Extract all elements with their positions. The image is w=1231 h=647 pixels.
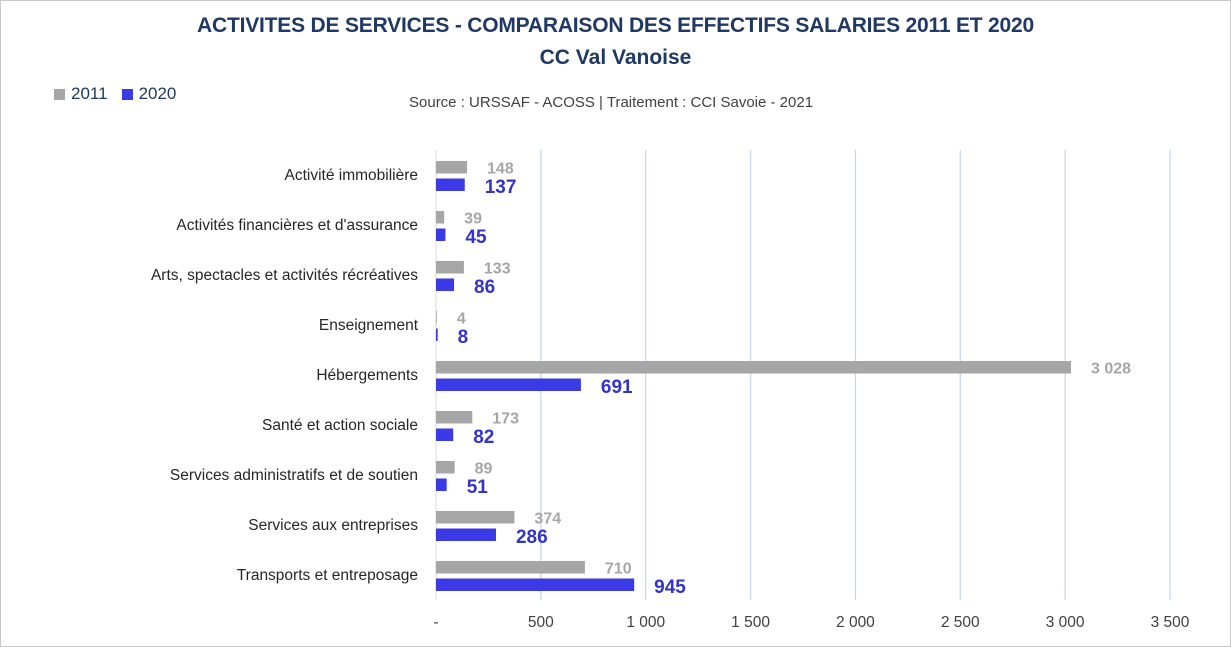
bar-2020 — [436, 178, 465, 191]
legend: 2011 2020 — [54, 84, 190, 104]
bars — [436, 161, 1072, 591]
data-label-2011: 133 — [484, 261, 511, 278]
data-label-2020: 137 — [485, 177, 517, 198]
data-label-2020: 51 — [467, 477, 489, 498]
legend-swatch-2011 — [54, 88, 65, 100]
legend-label-2011: 2011 — [71, 84, 108, 103]
category-label: Services aux entreprises — [248, 517, 418, 534]
x-tick-label: 1 000 — [626, 614, 665, 631]
x-tick-label: 1 500 — [731, 614, 770, 631]
category-label: Services administratifs et de soutien — [170, 467, 418, 484]
bar-2011 — [436, 461, 455, 474]
bar-2011 — [436, 361, 1072, 374]
bar-2020 — [436, 328, 438, 341]
data-label-2011: 173 — [492, 411, 519, 428]
legend-label-2020: 2020 — [138, 84, 177, 103]
data-label-2020: 86 — [474, 277, 495, 298]
bar-2020 — [436, 428, 454, 441]
category-label: Activités financières et d'assurance — [176, 217, 418, 234]
data-label-2020: 945 — [654, 577, 686, 598]
data-label-2011: 374 — [534, 511, 561, 528]
legend-swatch-2020 — [121, 88, 133, 100]
data-label-2011: 710 — [605, 561, 632, 578]
bar-2011 — [436, 311, 437, 324]
bar-2011 — [436, 511, 515, 524]
category-label: Activité immobilière — [284, 167, 418, 184]
bar-2020 — [436, 378, 581, 391]
x-tick-label: 2 500 — [941, 614, 980, 631]
data-label-2011: 89 — [475, 461, 493, 478]
chart-source: Source : URSSAF - ACOSS | Traitement : C… — [409, 94, 814, 111]
data-label-2011: 4 — [457, 311, 466, 328]
category-label: Arts, spectacles et activités récréative… — [151, 267, 418, 284]
data-label-2020: 45 — [465, 227, 487, 248]
bar-2011 — [436, 211, 445, 224]
bar-2011 — [436, 561, 585, 574]
category-label: Transports et entreposage — [237, 567, 418, 584]
category-labels: Activité immobilière Activités financière… — [151, 167, 419, 584]
x-tick-label: 3 000 — [1046, 614, 1085, 631]
bar-2020 — [436, 228, 446, 241]
category-label: Enseignement — [319, 317, 419, 334]
x-tick-label: - — [433, 614, 438, 631]
gridlines — [435, 150, 1171, 600]
bar-2011 — [436, 261, 464, 274]
data-label-2011: 148 — [487, 161, 514, 178]
x-tick-label: 2 000 — [836, 614, 875, 631]
bar-2020 — [436, 278, 455, 291]
bar-2020 — [436, 478, 447, 491]
chart-title: ACTIVITES DE SERVICES - COMPARAISON DES … — [197, 14, 1034, 37]
bar-2011 — [436, 161, 468, 174]
bar-2020 — [436, 528, 496, 541]
data-label-2020: 8 — [458, 327, 469, 348]
legend-item-2011: 2011 — [54, 84, 108, 104]
legend-item-2020: 2020 — [121, 84, 177, 104]
chart-subtitle: CC Val Vanoise — [539, 46, 692, 69]
x-axis-ticks: - 500 1 000 1 500 2 000 2 500 3 000 3 500 — [433, 614, 1189, 631]
bar-2020 — [436, 578, 635, 591]
category-label: Hébergements — [316, 367, 418, 384]
data-label-2020: 82 — [473, 427, 494, 448]
category-label: Santé et action sociale — [262, 417, 418, 434]
data-label-2020: 286 — [516, 527, 548, 548]
x-tick-label: 3 500 — [1151, 614, 1190, 631]
data-label-2020: 691 — [601, 377, 633, 398]
data-label-2011: 39 — [464, 211, 482, 228]
data-label-2011: 3 028 — [1091, 361, 1131, 378]
bar-2011 — [436, 411, 473, 424]
x-tick-label: 500 — [528, 614, 554, 631]
